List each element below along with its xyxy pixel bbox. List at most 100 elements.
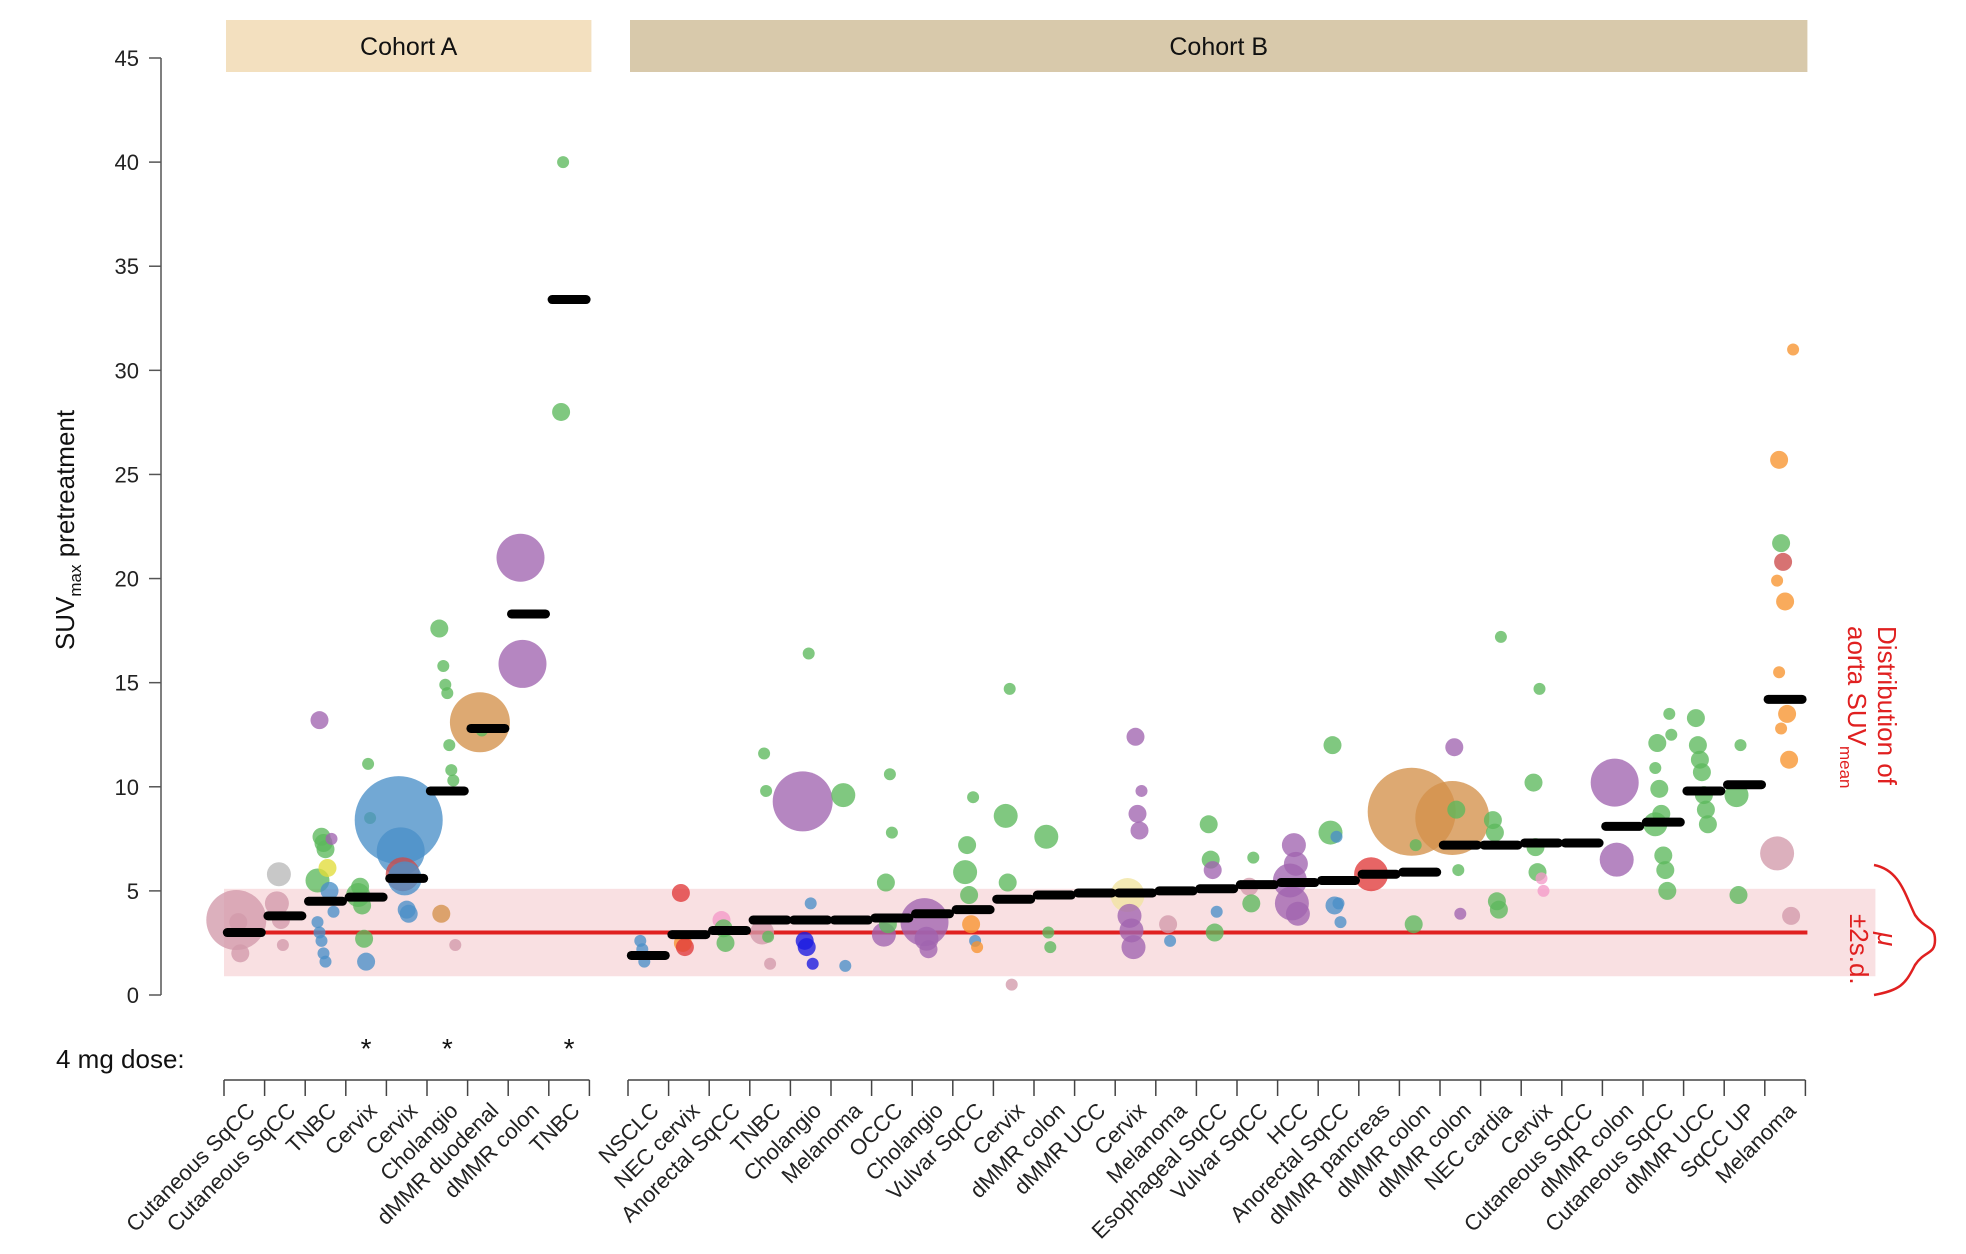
data-point xyxy=(1003,682,1016,695)
data-point xyxy=(1285,901,1310,926)
data-point xyxy=(953,860,978,885)
data-point xyxy=(445,764,458,777)
data-point xyxy=(1330,830,1343,843)
data-point xyxy=(967,791,980,804)
data-point xyxy=(276,939,289,952)
data-point xyxy=(1787,343,1800,356)
data-point xyxy=(885,826,898,839)
data-point xyxy=(797,938,816,957)
data-point xyxy=(319,955,332,968)
data-point xyxy=(1489,900,1508,919)
data-point xyxy=(1782,906,1801,925)
y-axis: 0 5 10 15 20 25 30 35 40 45 xyxy=(115,46,162,1008)
data-point xyxy=(1658,881,1677,900)
median-bars xyxy=(222,295,1807,960)
data-point xyxy=(1773,666,1786,679)
dose-4mg-marker: * xyxy=(564,1033,575,1064)
data-point xyxy=(802,647,815,660)
data-point xyxy=(764,957,777,970)
data-point xyxy=(315,934,328,947)
data-point xyxy=(1445,738,1464,757)
reference-label-main: aorta SUV xyxy=(1842,626,1872,747)
data-point xyxy=(1770,450,1789,469)
reference-label-line2: aorta SUVmean xyxy=(1836,626,1872,788)
data-point xyxy=(1688,736,1707,755)
data-point xyxy=(310,711,329,730)
data-point xyxy=(1649,762,1662,775)
y-axis-title-main: SUV xyxy=(50,596,80,650)
data-point xyxy=(1698,815,1717,834)
data-point xyxy=(316,840,335,859)
data-point xyxy=(318,858,337,877)
data-point xyxy=(1042,926,1055,939)
data-point xyxy=(1005,978,1018,991)
data-point xyxy=(804,897,817,910)
data-point xyxy=(432,904,451,923)
data-point xyxy=(449,939,462,952)
data-point xyxy=(998,873,1017,892)
data-point xyxy=(1774,552,1793,571)
data-point xyxy=(443,739,456,752)
data-point xyxy=(325,832,338,845)
distribution-curve xyxy=(1873,863,1937,997)
reference-annotation: Distribution of aorta SUVmean xyxy=(1836,626,1902,788)
data-point xyxy=(1760,836,1795,871)
data-point xyxy=(447,774,460,787)
data-point xyxy=(1665,728,1678,741)
data-point xyxy=(311,916,324,929)
data-point xyxy=(449,692,510,753)
cohort-band-label: Cohort B xyxy=(1169,33,1268,61)
y-axis-title-rest: pretreatment xyxy=(50,409,80,564)
data-point xyxy=(1686,709,1705,728)
y-tick-label: 15 xyxy=(115,671,139,696)
data-point xyxy=(1692,763,1711,782)
data-point xyxy=(441,687,454,700)
data-point xyxy=(1771,574,1784,587)
data-point xyxy=(1780,750,1799,769)
data-point xyxy=(327,905,340,918)
data-point xyxy=(971,941,984,954)
data-point xyxy=(1650,779,1669,798)
data-point xyxy=(1135,784,1148,797)
data-point xyxy=(1656,861,1675,880)
y-tick-label: 10 xyxy=(115,775,139,800)
data-point xyxy=(1203,861,1222,880)
data-point xyxy=(1452,864,1465,877)
data-point xyxy=(960,886,979,905)
data-points xyxy=(206,156,1801,991)
data-point xyxy=(839,959,852,972)
data-point xyxy=(1334,916,1347,929)
data-point xyxy=(1332,897,1345,910)
data-point xyxy=(958,836,977,855)
data-point xyxy=(1524,773,1543,792)
data-point xyxy=(758,747,771,760)
data-point xyxy=(1415,781,1490,856)
data-point xyxy=(1775,722,1788,735)
data-point xyxy=(1696,800,1715,819)
mu-label: μ xyxy=(1872,931,1902,946)
data-point xyxy=(1128,804,1147,823)
mu-sd-annotation: μ ±2s.d. xyxy=(1844,914,1902,985)
data-point xyxy=(1404,915,1423,934)
data-point xyxy=(430,619,449,638)
data-point xyxy=(1533,682,1546,695)
data-point xyxy=(1210,905,1223,918)
data-point xyxy=(1247,851,1260,864)
data-point xyxy=(1537,884,1550,897)
data-point xyxy=(1034,824,1059,849)
y-tick-label: 35 xyxy=(115,254,139,279)
data-point xyxy=(264,891,289,916)
data-point xyxy=(806,957,819,970)
data-point xyxy=(962,915,981,934)
y-axis-title: SUVmax pretreatment xyxy=(50,409,85,650)
data-point xyxy=(355,929,374,948)
data-point xyxy=(1323,736,1342,755)
data-point xyxy=(1281,833,1306,858)
cohort-bands: Cohort A Cohort B xyxy=(226,20,1808,72)
data-point xyxy=(1599,842,1634,877)
data-point xyxy=(1130,821,1149,840)
dose-4mg-marker: * xyxy=(361,1033,372,1064)
data-point xyxy=(772,771,833,832)
